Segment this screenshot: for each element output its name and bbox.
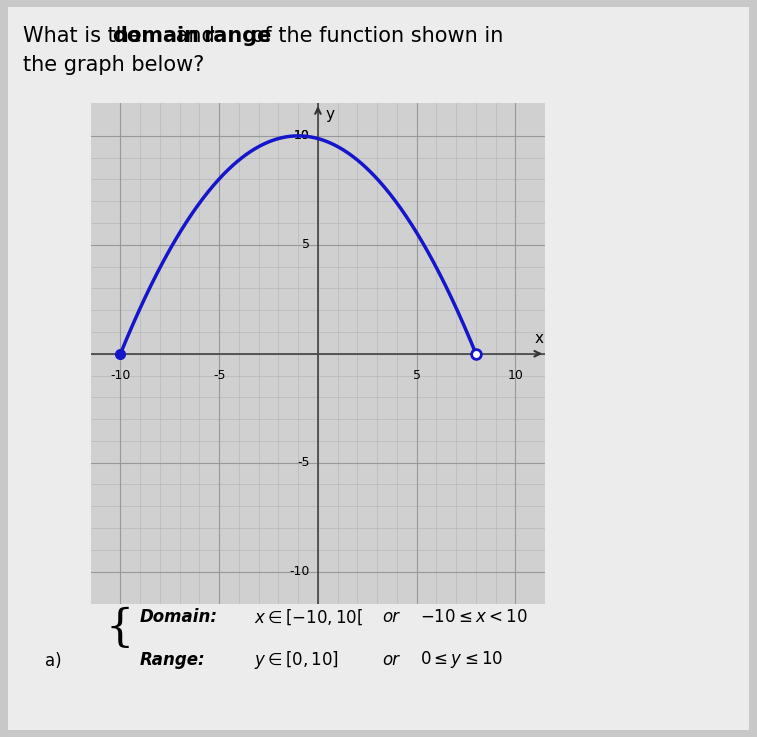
Text: {: { xyxy=(106,607,134,649)
Text: domain: domain xyxy=(112,26,199,46)
Text: $x\in[-10,10[$: $x\in[-10,10[$ xyxy=(254,607,363,626)
Text: -10: -10 xyxy=(111,369,131,382)
Text: What is the: What is the xyxy=(23,26,148,46)
Text: $0\leq y\leq 10$: $0\leq y\leq 10$ xyxy=(420,649,503,670)
Text: and: and xyxy=(169,26,221,46)
Text: 10: 10 xyxy=(294,130,310,142)
Text: -10: -10 xyxy=(290,565,310,578)
Text: y: y xyxy=(326,107,335,122)
Text: $y\in[0,10]$: $y\in[0,10]$ xyxy=(254,649,338,671)
Text: $-10\leq x<10$: $-10\leq x<10$ xyxy=(420,608,528,626)
Text: Range:: Range: xyxy=(140,651,206,668)
Text: or: or xyxy=(382,608,399,626)
Text: Domain:: Domain: xyxy=(140,608,218,626)
Text: -5: -5 xyxy=(298,456,310,469)
Text: or: or xyxy=(382,651,399,668)
Text: 5: 5 xyxy=(302,238,310,251)
Text: 10: 10 xyxy=(294,130,310,142)
Text: range: range xyxy=(203,26,271,46)
Text: 5: 5 xyxy=(413,369,421,382)
Text: x: x xyxy=(534,331,544,346)
Text: -5: -5 xyxy=(213,369,226,382)
Text: 10: 10 xyxy=(507,369,523,382)
Text: of the function shown in: of the function shown in xyxy=(245,26,503,46)
Text: a): a) xyxy=(45,652,62,670)
Text: the graph below?: the graph below? xyxy=(23,55,204,75)
